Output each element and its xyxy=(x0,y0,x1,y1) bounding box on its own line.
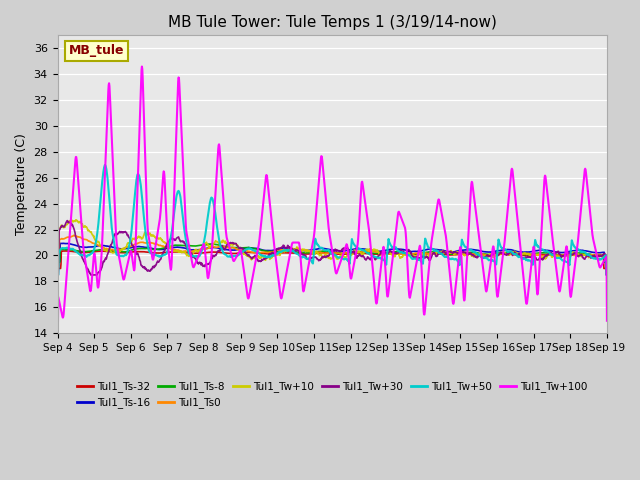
Title: MB Tule Tower: Tule Temps 1 (3/19/14-now): MB Tule Tower: Tule Temps 1 (3/19/14-now… xyxy=(168,15,497,30)
Text: MB_tule: MB_tule xyxy=(68,44,124,57)
Y-axis label: Temperature (C): Temperature (C) xyxy=(15,133,28,235)
Legend: Tul1_Ts-32, Tul1_Ts-16, Tul1_Ts-8, Tul1_Ts0, Tul1_Tw+10, Tul1_Tw+30, Tul1_Tw+50,: Tul1_Ts-32, Tul1_Ts-16, Tul1_Ts-8, Tul1_… xyxy=(73,377,591,412)
